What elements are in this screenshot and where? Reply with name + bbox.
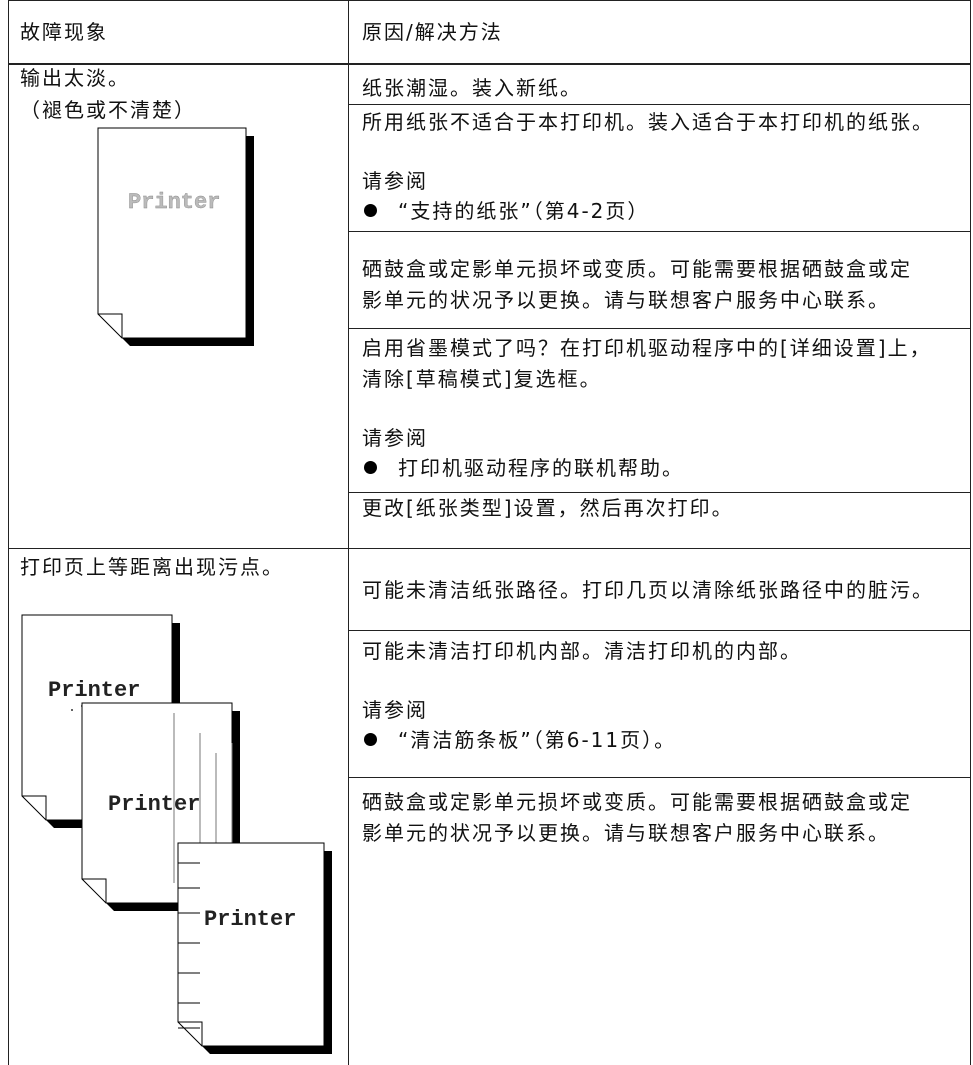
table-border (348, 0, 349, 1065)
bullet (364, 461, 377, 474)
solution-text: 影单元的状况予以更换。请与联想客户服务中心联系。 (362, 821, 890, 845)
illustration-text: Printer (48, 678, 140, 703)
symptom-text: 打印页上等距离出现污点。 (20, 555, 284, 579)
paper (97, 127, 247, 339)
header-cell: 故障现象 (20, 20, 108, 44)
paper-fold (178, 1021, 203, 1046)
illustration-text: Printer (204, 907, 296, 932)
paper-fold (98, 313, 123, 338)
solution-text: 更改[纸张类型]设置，然后再次打印。 (362, 496, 734, 520)
paper-fold (22, 795, 47, 820)
solution-text: 所用纸张不适合于本打印机。装入适合于本打印机的纸张。 (362, 110, 934, 134)
cell-divider (348, 630, 971, 631)
cell-divider (348, 231, 971, 232)
solution-text: 硒鼓盒或定影单元损坏或变质。可能需要根据硒鼓盒或定 (362, 257, 912, 281)
table-border (8, 548, 971, 549)
illustration-text: Printer (108, 792, 200, 817)
table-border (970, 0, 971, 1065)
table-border (8, 0, 971, 1)
solution-text: 启用省墨模式了吗？在打印机驱动程序中的[详细设置]上， (362, 336, 932, 360)
illustration-text: Printer (128, 190, 220, 215)
spot (71, 709, 73, 711)
solution-text: 纸张潮湿。装入新纸。 (362, 76, 582, 100)
cell-divider (348, 492, 971, 493)
bullet (364, 733, 377, 746)
cell-divider (348, 104, 971, 105)
see-also: 请参阅 (362, 426, 428, 450)
solution-text: 影单元的状况予以更换。请与联想客户服务中心联系。 (362, 288, 890, 312)
solution-text: 可能未清洁纸张路径。打印几页以清除纸张路径中的脏污。 (362, 578, 934, 602)
reference: “支持的纸张”（第4-2页） (398, 199, 650, 223)
symptom-text: 输出太淡。 (20, 66, 130, 90)
cell-divider (348, 328, 971, 329)
header-cell: 原因/解决方法 (362, 20, 503, 44)
table-border (8, 63, 971, 65)
solution-text: 可能未清洁打印机内部。清洁打印机的内部。 (362, 639, 802, 663)
reference: “清洁筋条板”（第6-11页）。 (398, 728, 677, 752)
solution-text: 清除[草稿模式]复选框。 (362, 367, 602, 391)
bullet (364, 204, 377, 217)
symptom-text: （褪色或不清楚） (20, 98, 196, 122)
solution-text: 硒鼓盒或定影单元损坏或变质。可能需要根据硒鼓盒或定 (362, 790, 912, 814)
cell-divider (348, 777, 971, 778)
see-also: 请参阅 (362, 698, 428, 722)
paper (177, 842, 325, 1047)
paper-fold (82, 878, 107, 903)
see-also: 请参阅 (362, 169, 428, 193)
table-border (8, 0, 9, 1065)
reference: 打印机驱动程序的联机帮助。 (398, 456, 684, 480)
